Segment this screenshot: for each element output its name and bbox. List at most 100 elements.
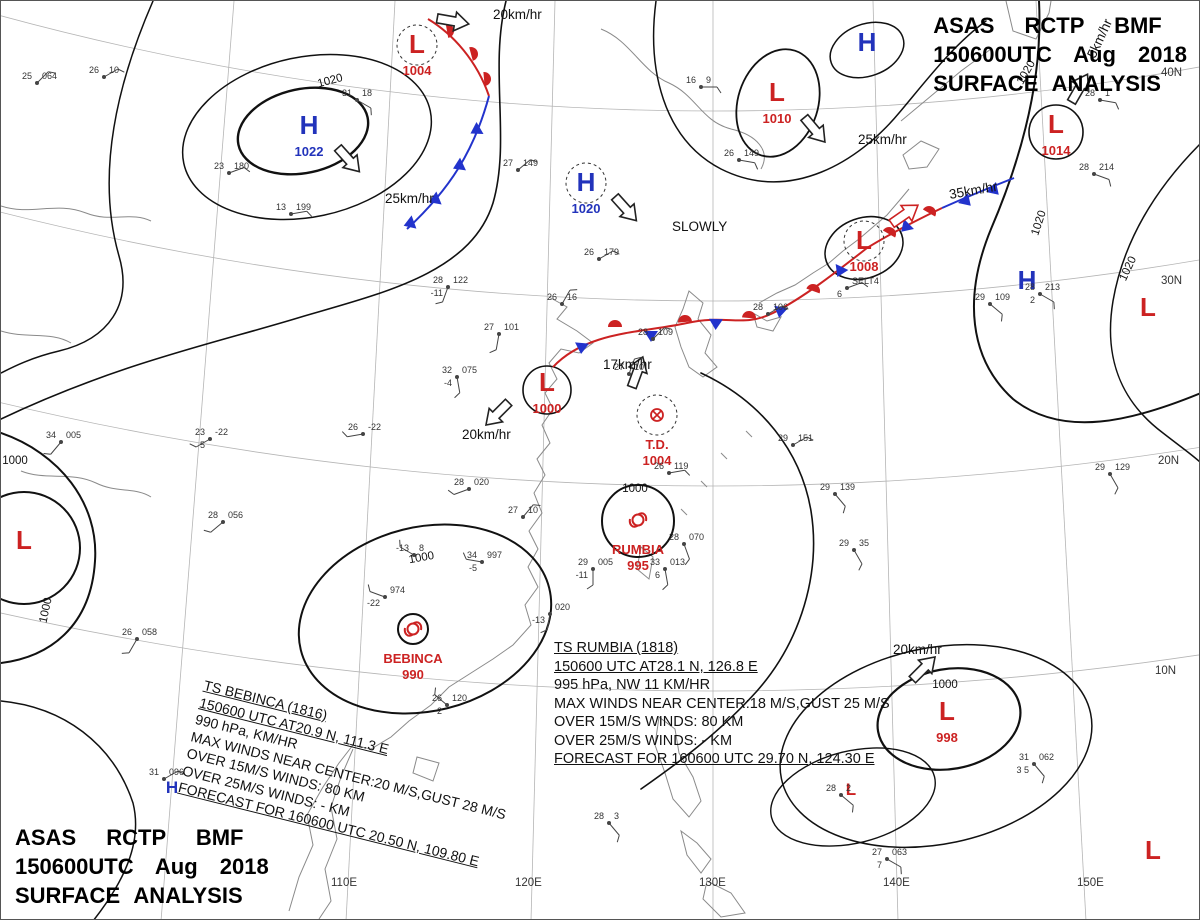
wind-barb-icon bbox=[522, 504, 541, 518]
center-pressure-value: 1014 bbox=[1042, 143, 1072, 158]
station-plot: 29 35 bbox=[839, 538, 869, 571]
wind-barb-icon bbox=[846, 282, 869, 289]
wind-barb-icon bbox=[628, 356, 642, 375]
station-value: 013 bbox=[670, 557, 685, 567]
station-temp: 26 bbox=[348, 422, 358, 432]
barb-tick bbox=[781, 305, 789, 310]
front-warm-marker bbox=[608, 320, 622, 327]
barb-tick bbox=[489, 349, 497, 354]
wind-barb-icon bbox=[701, 86, 722, 94]
barb-tick bbox=[189, 443, 197, 448]
station-temp: 29 bbox=[975, 292, 985, 302]
station-value: 18 bbox=[362, 88, 372, 98]
movement-arrow-icon bbox=[333, 143, 361, 173]
station-temp: 26 bbox=[654, 461, 664, 471]
isobar-value-label: 1020 bbox=[1117, 255, 1139, 283]
movement-speed-label: 35km/hr bbox=[948, 179, 999, 202]
analysis-dashed-circle bbox=[843, 220, 885, 262]
meridian-100e bbox=[160, 1, 235, 919]
ts-hook bbox=[403, 627, 414, 637]
storm-pressure-label: 990 bbox=[402, 667, 424, 682]
movement-arrow-icon bbox=[610, 192, 638, 222]
barb-shaft bbox=[356, 99, 372, 109]
front-warm-marker bbox=[445, 24, 454, 38]
station-temp: 27 bbox=[503, 158, 513, 168]
barb-shaft bbox=[103, 68, 119, 78]
station-plot: 26 120 -2 bbox=[432, 687, 467, 716]
barb-tick bbox=[435, 301, 443, 305]
barb-shaft bbox=[50, 441, 62, 455]
high-center-symbol: H bbox=[166, 778, 178, 797]
wind-barb-icon bbox=[886, 858, 902, 875]
coast-kamchatka bbox=[1005, 1, 1052, 40]
station-value: 122 bbox=[453, 275, 468, 285]
station-dot bbox=[548, 612, 552, 616]
barb-tick bbox=[121, 652, 130, 654]
wind-barb-icon bbox=[598, 250, 620, 260]
barb-shaft bbox=[522, 504, 534, 518]
front-cold-marker bbox=[901, 219, 914, 232]
barb-shaft bbox=[1099, 99, 1116, 104]
barb-tick bbox=[341, 431, 348, 438]
barb-shaft bbox=[453, 488, 470, 495]
station-temp: 28 bbox=[1025, 282, 1035, 292]
station-temp: 27 bbox=[614, 362, 624, 372]
wind-barb-icon bbox=[1033, 763, 1045, 784]
station-temp: 34 bbox=[46, 430, 56, 440]
front-cold-marker bbox=[575, 342, 589, 354]
front-cold-marker bbox=[958, 193, 971, 206]
station-plot: 34 005 bbox=[43, 430, 81, 455]
station-temp: 29 bbox=[820, 482, 830, 492]
low-center-symbol: L bbox=[1145, 835, 1161, 865]
station-temp: 26 bbox=[584, 247, 594, 257]
barb-tick bbox=[569, 289, 578, 291]
wind-barb-icon bbox=[738, 159, 759, 170]
station-value: 062 bbox=[1039, 752, 1054, 762]
station-plot: 25 064 bbox=[22, 71, 57, 85]
station-temp: 27 bbox=[508, 505, 518, 515]
station-plot: 26 179 bbox=[584, 247, 620, 261]
meridian-140e bbox=[872, 1, 899, 919]
wind-barb-icon bbox=[792, 436, 814, 446]
station-value: 119 bbox=[674, 461, 688, 471]
station-plot: -13 8 bbox=[396, 539, 424, 557]
low-center-symbol: L bbox=[856, 225, 872, 255]
station-value: 064 bbox=[42, 71, 57, 81]
low-center-symbol: L bbox=[409, 29, 425, 59]
coast-luzon bbox=[654, 716, 702, 818]
station-dot bbox=[737, 158, 741, 162]
station-plot: 34 997 -5 bbox=[462, 550, 502, 573]
isobar bbox=[1, 1, 154, 374]
coast-ryukyu bbox=[680, 430, 753, 516]
barb-shaft bbox=[561, 289, 571, 305]
center-pressure-value: 998 bbox=[936, 730, 958, 745]
movement-arrow-icon bbox=[435, 10, 471, 33]
barb-tick bbox=[662, 584, 669, 591]
barb-tick bbox=[306, 210, 313, 217]
movement-arrow-icon bbox=[484, 398, 513, 427]
movement-arrow-icon bbox=[1066, 73, 1090, 106]
station-value: 151 bbox=[798, 433, 813, 443]
terrain-line-3 bbox=[20, 470, 152, 498]
barb-tick bbox=[684, 469, 691, 476]
station-value: 180 bbox=[234, 161, 249, 171]
ts-circle bbox=[631, 513, 645, 527]
station-value: 3 bbox=[614, 811, 619, 821]
barb-tick bbox=[754, 162, 759, 170]
high-center-symbol: H bbox=[300, 110, 319, 140]
coast-ne-asia bbox=[600, 28, 765, 170]
station-plot: 27 10 bbox=[508, 504, 541, 519]
meridian-150e bbox=[1035, 1, 1087, 919]
barb-shaft bbox=[668, 469, 685, 474]
station-extra: 2 bbox=[1030, 295, 1035, 305]
isobar-h1022-inner bbox=[236, 86, 370, 176]
coast-kuril bbox=[900, 48, 992, 122]
wind-barb-icon bbox=[1039, 293, 1055, 310]
front-warm-marker bbox=[742, 311, 756, 319]
wind-barb-icon bbox=[608, 822, 620, 843]
center-pressure-value: 1022 bbox=[295, 144, 324, 159]
station-extra: 5 bbox=[200, 440, 205, 450]
coast-hainan bbox=[412, 756, 440, 782]
